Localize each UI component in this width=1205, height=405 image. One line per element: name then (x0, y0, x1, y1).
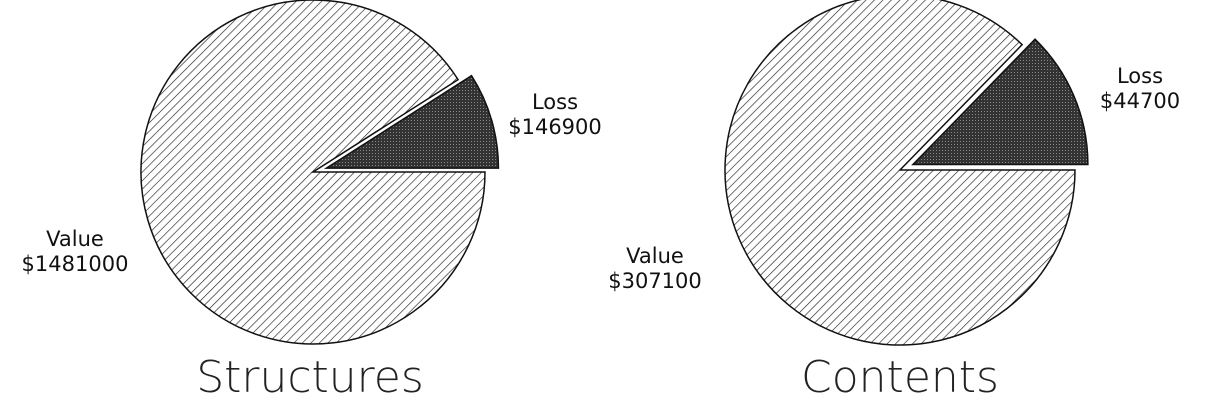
chart-title: Structures (196, 352, 424, 403)
slice-label: Loss (532, 90, 578, 114)
pie-slice (323, 74, 500, 169)
pie-slice (724, 0, 1076, 346)
value-label: $307100 (608, 269, 702, 293)
pie-slice (140, 0, 486, 345)
slice-label: Loss (1117, 64, 1163, 88)
slice-label: Value (626, 244, 684, 268)
value-label: $44700 (1100, 89, 1180, 113)
value-label: $1481000 (22, 252, 129, 276)
value-label: $146900 (508, 115, 602, 139)
pie-slice (911, 38, 1089, 166)
slice-label: Value (46, 227, 104, 251)
chart-title: Contents (801, 352, 999, 403)
